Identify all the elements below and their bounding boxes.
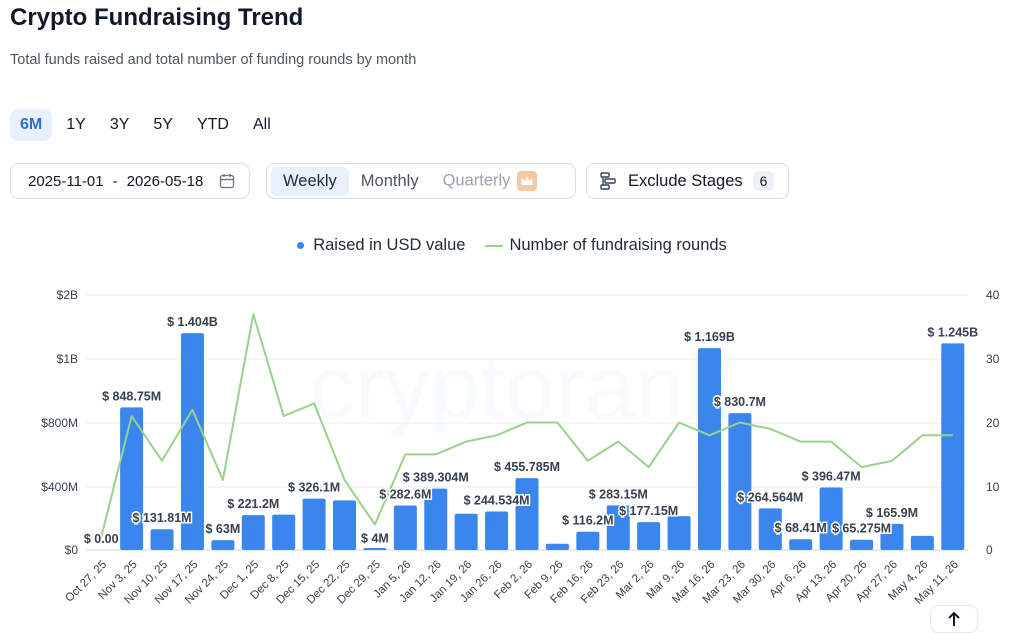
bar-value-label: $ 244.534M <box>464 493 530 507</box>
page-title: Crypto Fundraising Trend <box>10 4 304 31</box>
period-quarterly-label: Quarterly <box>442 171 511 190</box>
bar[interactable] <box>485 511 509 550</box>
crown-icon <box>517 171 538 191</box>
time-range-selector: 6M 1Y 3Y 5Y YTD All <box>10 109 281 141</box>
exclude-stages-label: Exclude Stages <box>628 171 743 190</box>
bar-value-label: $ 1.169B <box>684 330 735 344</box>
date-range-picker[interactable]: 2025-11-01 - 2026-05-18 <box>10 163 250 199</box>
date-separator: - <box>112 172 118 190</box>
bar-value-label: $ 165.9M <box>866 506 918 520</box>
date-end: 2026-05-18 <box>126 172 204 190</box>
y-right-tick-label: 0 <box>986 543 993 557</box>
bar[interactable] <box>424 488 448 550</box>
range-5y-button[interactable]: 5Y <box>153 116 173 133</box>
bar[interactable] <box>515 478 539 550</box>
bar[interactable] <box>545 543 569 550</box>
y-left-tick-label: $800M <box>41 416 78 430</box>
rounds-line[interactable] <box>100 313 953 538</box>
bar[interactable] <box>363 548 387 550</box>
bar-value-label: $ 326.1M <box>288 481 340 495</box>
bar[interactable] <box>819 487 843 550</box>
period-monthly-button[interactable]: Monthly <box>360 171 419 190</box>
bar-value-label: $ 389.304M <box>403 471 469 485</box>
legend-item-rounds[interactable]: Number of fundraising rounds <box>485 236 727 255</box>
stages-icon <box>600 172 616 190</box>
bar-value-label: $ 0.00 <box>84 532 119 546</box>
range-1y-button[interactable]: 1Y <box>66 116 86 133</box>
bar[interactable] <box>880 523 904 550</box>
range-3y-button[interactable]: 3Y <box>109 116 130 133</box>
legend-label-raised: Raised in USD value <box>313 236 466 254</box>
bar-value-label: $ 283.15M <box>589 487 648 501</box>
period-toggle: Weekly Monthly Quarterly <box>266 163 576 199</box>
date-start: 2025-11-01 <box>28 172 104 190</box>
bar-value-label: $ 282.6M <box>379 487 431 501</box>
y-left-tick-label: $2B <box>57 288 78 302</box>
legend-dot-icon <box>297 242 305 249</box>
bar[interactable] <box>850 539 874 550</box>
period-quarterly-button[interactable]: Quarterly <box>431 166 549 196</box>
bar[interactable] <box>606 505 630 550</box>
bar-value-label: $ 116.2M <box>562 514 613 528</box>
bar-value-label: $ 848.75M <box>102 389 161 403</box>
bar-value-label: $ 131.81M <box>132 511 191 525</box>
bar[interactable] <box>272 514 296 550</box>
bar-value-label: $ 65.275M <box>832 522 891 536</box>
bar[interactable] <box>941 343 965 550</box>
exclude-stages-count-badge: 6 <box>752 171 775 191</box>
chart-watermark: cryptorank <box>310 338 731 438</box>
bar[interactable] <box>393 505 417 550</box>
y-left-tick-label: $1B <box>57 352 78 366</box>
bar-value-label: $ 396.47M <box>802 470 861 484</box>
arrow-up-icon <box>948 611 960 626</box>
y-right-tick-label: 30 <box>986 352 1000 366</box>
bar[interactable] <box>789 539 813 550</box>
bar-value-label: $ 177.15M <box>619 504 678 518</box>
chart-legend: Raised in USD value Number of fundraisin… <box>0 236 1024 255</box>
bar-value-label: $ 63M <box>205 522 240 536</box>
bar-value-label: $ 264.564M <box>737 490 803 504</box>
bar[interactable] <box>150 529 174 550</box>
range-6m-button[interactable]: 6M <box>10 109 53 141</box>
bar[interactable] <box>333 500 357 550</box>
bar-value-label: $ 455.785M <box>494 460 560 474</box>
y-left-tick-label: $0 <box>65 543 79 557</box>
y-right-tick-label: 40 <box>986 288 1000 302</box>
bar-value-label: $ 68.41M <box>775 521 827 535</box>
bar[interactable] <box>728 413 752 550</box>
page-subtitle: Total funds raised and total number of f… <box>10 52 417 68</box>
bar-value-label: $ 1.404B <box>167 315 218 329</box>
legend-item-raised[interactable]: Raised in USD value <box>297 236 465 255</box>
bar[interactable] <box>454 513 478 550</box>
bar[interactable] <box>637 522 661 550</box>
range-all-button[interactable]: All <box>252 116 271 133</box>
y-right-tick-label: 10 <box>986 480 1000 494</box>
y-right-tick-label: 20 <box>986 416 1000 430</box>
range-ytd-button[interactable]: YTD <box>196 116 229 133</box>
bar[interactable] <box>211 540 235 550</box>
bar[interactable] <box>576 531 600 550</box>
bar-value-label: $ 221.2M <box>227 497 279 511</box>
bar-value-label: $ 830.7M <box>714 395 766 409</box>
bar[interactable] <box>697 348 721 550</box>
y-left-tick-label: $400M <box>41 480 78 494</box>
calendar-icon <box>219 174 235 189</box>
legend-label-rounds: Number of fundraising rounds <box>509 236 727 254</box>
bar[interactable] <box>667 516 691 550</box>
bar[interactable] <box>758 508 782 550</box>
bar[interactable] <box>910 535 934 550</box>
bar-value-label: $ 4M <box>361 531 389 545</box>
exclude-stages-button[interactable]: Exclude Stages 6 <box>586 163 789 199</box>
scroll-to-top-button[interactable] <box>930 605 978 633</box>
bar[interactable] <box>302 498 326 550</box>
bar[interactable] <box>180 333 204 550</box>
bar-value-label: $ 1.245B <box>927 325 978 339</box>
bar[interactable] <box>241 515 265 550</box>
legend-line-icon <box>485 244 504 247</box>
period-weekly-button[interactable]: Weekly <box>271 166 349 196</box>
